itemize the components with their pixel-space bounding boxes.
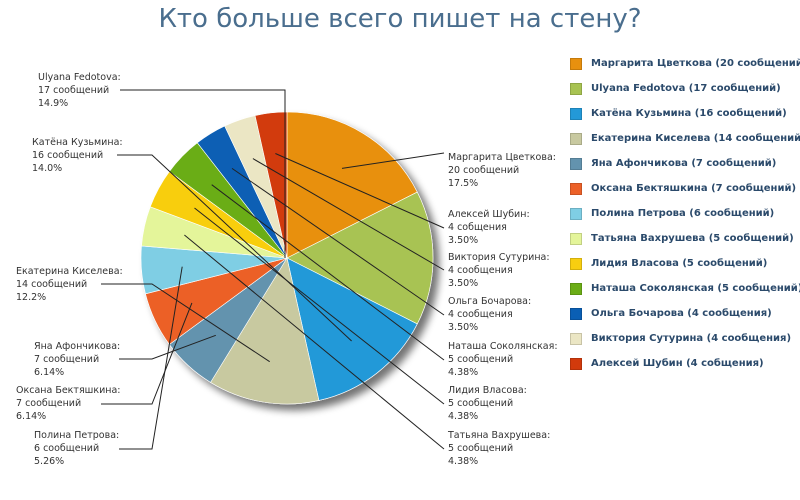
leader-line-5 [119,334,216,360]
legend-swatch [570,157,582,170]
leader-line-7 [119,266,183,450]
pie-slice-3 [286,257,418,401]
legend-item-4: Екатерина Киселева (14 сообщений) [570,126,800,151]
legend-label: Наташа Соколянская (5 сообщений) [591,283,800,294]
slice-callout-3: Катёна Кузьмина: 16 сообщений 14.0% [32,137,123,174]
legend: Маргарита Цветкова (20 сообщений) Ulyana … [570,51,800,376]
pie-slice-13 [254,111,288,259]
legend-swatch [570,57,582,70]
leader-line-6 [101,302,193,405]
legend-item-9: Лидия Власова (5 сообщений) [570,251,798,276]
slice-callout-8: Татьяна Вахрушева: 5 сообщений 4.38% [447,430,550,467]
legend-swatch [570,182,582,195]
slice-callout-1: Маргарита Цветкова: 20 сообщений 17.5% [448,152,556,189]
legend-label: Лидия Власова (5 сообщений) [591,258,768,269]
slice-callout-5: Яна Афончикова: 7 сообщений 6.14% [34,341,120,378]
slice-callout-7: Полина Петрова: 6 сообщений 5.26% [34,430,119,467]
slice-callout-11: Ольга Бочарова: 4 сообщения 3.50% [448,296,531,333]
leader-line-11 [231,167,445,316]
leader-line-10 [211,184,445,361]
legend-swatch [570,207,582,220]
slice-callout-12: Виктория Сутурина: 4 сообщения 3.50% [448,252,550,289]
legend-item-13: Алексей Шубин (4 собщения) [570,351,798,376]
legend-label: Катёна Кузьмина (16 сообщений) [591,108,787,119]
legend-item-3: Катёна Кузьмина (16 сообщений) [570,101,798,126]
legend-swatch [570,357,582,370]
legend-item-11: Ольга Бочарова (4 сообщения) [570,301,798,326]
pie-slice-1 [286,111,418,259]
leader-line-4 [101,283,270,363]
leader-line-1 [341,152,445,169]
legend-item-1: Маргарита Цветкова (20 сообщений) [570,51,800,76]
slice-callout-10: Наташа Соколянская: 5 сообщений 4.38% [448,341,558,378]
leader-line-13 [275,153,445,229]
slice-callout-13: Алексей Шубин: 4 собщения 3.50% [448,209,530,246]
legend-label: Алексей Шубин (4 собщения) [591,358,764,369]
legend-item-12: Виктория Сутурина (4 сообщения) [570,326,798,351]
legend-label: Маргарита Цветкова (20 сообщений) [591,58,800,69]
legend-item-2: Ulyana Fedotova (17 сообщений) [570,76,798,101]
leader-line-9 [194,207,445,405]
legend-swatch [570,307,582,320]
slice-callout-4: Екатерина Киселева: 14 сообщений 12.2% [16,266,123,303]
slice-callout-6: Оксана Бектяшкина: 7 сообщений 6.14% [16,385,121,422]
legend-label: Полина Петрова (6 сообщений) [591,208,775,219]
legend-label: Виктория Сутурина (4 сообщения) [591,333,792,344]
legend-item-6: Оксана Бектяшкина (7 сообщений) [570,176,798,201]
legend-label: Татьяна Вахрушева (5 сообщений) [591,233,794,244]
legend-swatch [570,132,582,145]
legend-label: Оксана Бектяшкина (7 сообщений) [591,183,797,194]
chart-title: Кто больше всего пишет на стену? [158,4,642,34]
legend-swatch [570,257,582,270]
legend-item-8: Татьяна Вахрушева (5 сообщений) [570,226,798,251]
legend-label: Яна Афончикова (7 сообщений) [591,158,777,169]
legend-label: Ulyana Fedotova (17 сообщений) [591,83,781,94]
legend-swatch [570,232,582,245]
legend-item-7: Полина Петрова (6 сообщений) [570,201,798,226]
legend-swatch [570,107,582,120]
leader-line-8 [184,234,445,450]
pie-slice-4 [210,257,320,405]
legend-label: Екатерина Киселева (14 сообщений) [591,133,800,144]
leader-line-12 [252,158,445,271]
legend-swatch [570,82,582,95]
legend-swatch [570,282,582,295]
legend-item-5: Яна Афончикова (7 сообщений) [570,151,798,176]
legend-label: Ольга Бочарова (4 сообщения) [591,308,772,319]
leader-line-2 [120,89,286,258]
slice-callout-2: Ulyana Fedotova: 17 сообщений 14.9% [38,72,121,109]
legend-swatch [570,332,582,345]
pie-slice-2 [286,191,434,325]
slice-callout-9: Лидия Власова: 5 сообщений 4.38% [448,385,527,422]
legend-item-10: Наташа Соколянская (5 сообщений) [570,276,800,301]
